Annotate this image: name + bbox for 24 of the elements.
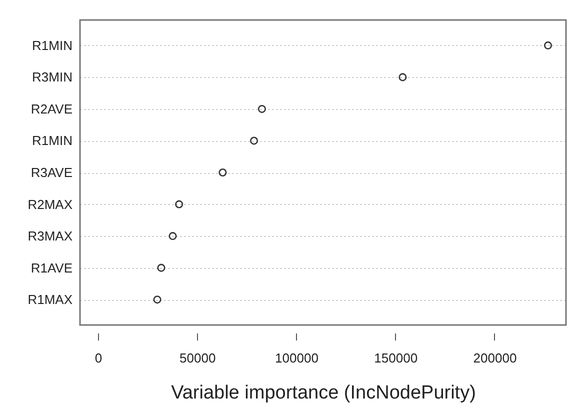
point	[218, 168, 227, 176]
point	[175, 200, 184, 208]
y-tick-label: R1MIN	[32, 133, 72, 148]
point	[544, 41, 552, 50]
point	[168, 232, 177, 240]
y-tick-label: R2AVE	[30, 101, 73, 116]
x-tick-label: 50000	[180, 350, 216, 366]
y-tick-label: R1MIN	[32, 38, 72, 53]
y-tick-label: R2MAX	[28, 196, 73, 212]
x-tick-label: 150000	[374, 350, 418, 366]
y-tick-label: R3MIN	[32, 70, 72, 85]
point	[258, 104, 266, 113]
y-tick-label: R1AVE	[30, 260, 73, 276]
point	[398, 73, 407, 82]
y-tick-label: R3AVE	[30, 165, 73, 180]
point	[153, 296, 162, 304]
point	[250, 136, 258, 145]
x-tick-label: 0	[94, 350, 102, 366]
point	[157, 264, 166, 272]
x-axis-title: Variable importance (IncNodePurity)	[171, 382, 476, 404]
x-tick-label: 200000	[473, 350, 517, 366]
y-tick-label: R3MAX	[28, 228, 73, 244]
x-tick-label: 100000	[275, 350, 318, 366]
y-tick-label: R1MAX	[28, 292, 73, 308]
